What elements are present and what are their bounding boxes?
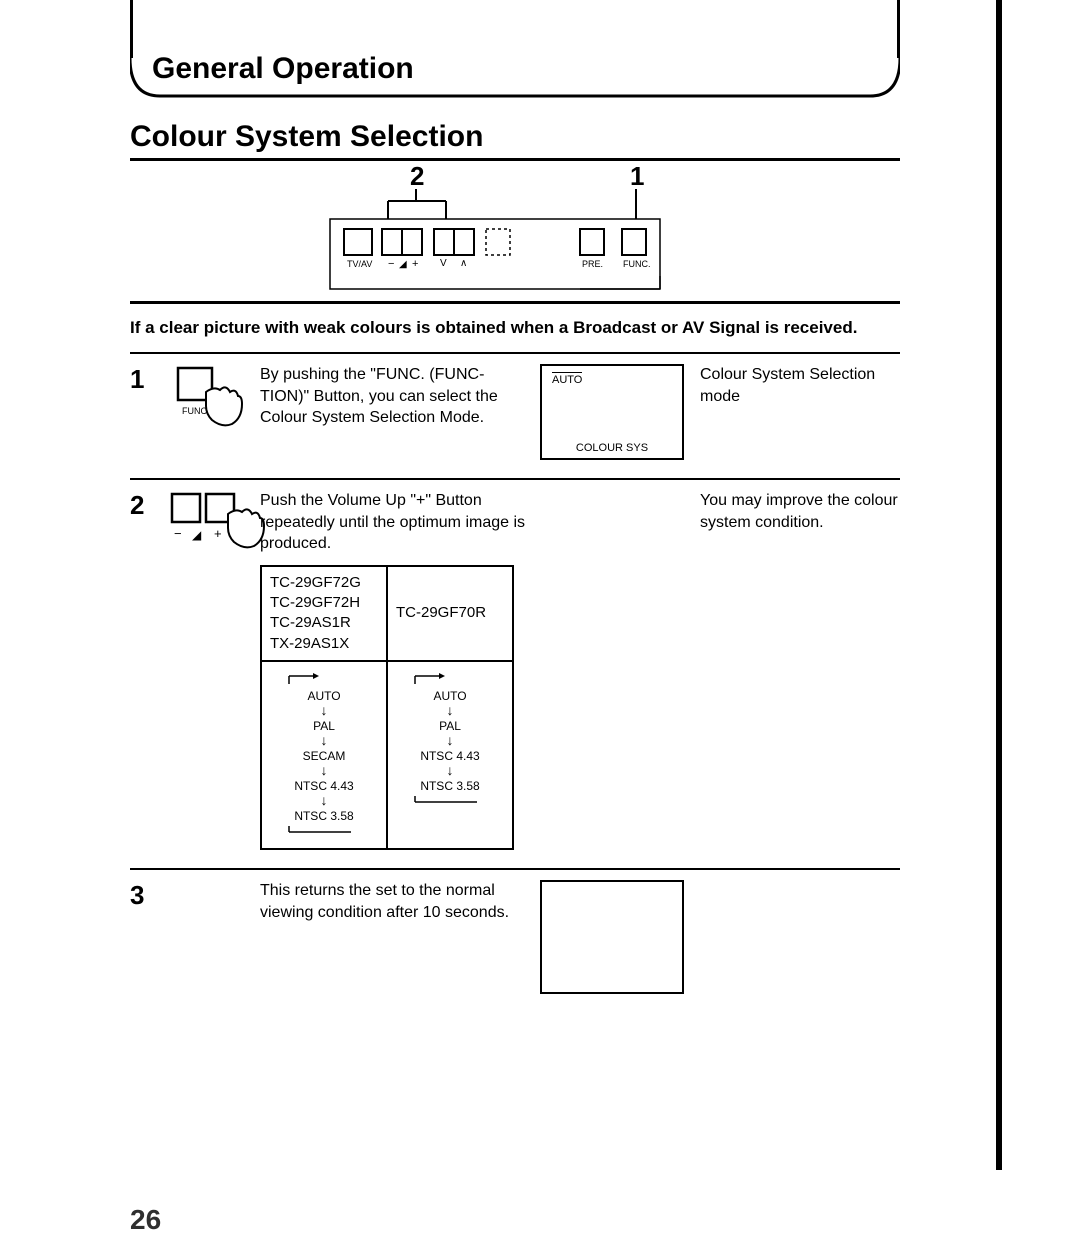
arrow-down-icon: ↓: [392, 766, 508, 776]
screen-top-label: AUTO: [552, 372, 582, 386]
step-2-number: 2: [130, 490, 170, 521]
header-title: General Operation: [152, 52, 414, 86]
svg-text:+: +: [214, 526, 222, 541]
svg-text:−: −: [174, 526, 182, 541]
section-subtitle: Colour System Selection: [130, 120, 900, 161]
panel-label-minus: −: [388, 258, 394, 270]
step-2-body: Push the Volume Up "+" Button repeatedly…: [260, 490, 530, 850]
control-panel-svg: [130, 161, 900, 301]
flow-left: AUTO ↓ PAL ↓ SECAM ↓ NTSC 4.43 ↓ NTSC 3.…: [262, 662, 388, 848]
step-3-icon: [170, 880, 260, 994]
step-3-body: This returns the set to the normal viewi…: [260, 880, 530, 994]
step-2-body-text: Push the Volume Up "+" Button repeatedly…: [260, 490, 530, 555]
step-2-note: You may improve the colour system condit…: [700, 490, 900, 533]
flow-r-3: NTSC 3.58: [392, 778, 508, 794]
step-3-screen: [530, 880, 700, 994]
step-1-note: Colour System Selection mode: [700, 364, 900, 460]
vol-buttons-press-icon: − ◢ +: [170, 490, 270, 560]
flow-right: AUTO ↓ PAL ↓ NTSC 4.43 ↓ NTSC 3.58: [388, 662, 512, 848]
blank-screen-box: [540, 880, 684, 994]
model-left-3: TX-29AS1X: [270, 634, 378, 654]
flow-l-4: NTSC 3.58: [266, 808, 382, 824]
step-1-body: By pushing the "FUNC. (FUNC-TION)" Butto…: [260, 364, 530, 460]
panel-vol-symbol: ◢: [399, 259, 407, 270]
flow-right-top-connector: [395, 670, 505, 686]
panel-label-caret: ∧: [460, 258, 467, 269]
step-1-screen: AUTO COLOUR SYS: [530, 364, 700, 460]
step-1: 1 FUNC. By pushing the "FUNC. (FUNC-TION…: [130, 354, 900, 478]
screen-colour-sys: AUTO COLOUR SYS: [540, 364, 684, 460]
svg-text:◢: ◢: [192, 528, 202, 542]
step-1-number: 1: [130, 364, 170, 460]
panel-label-pre: PRE.: [582, 259, 603, 269]
model-col-left: TC-29GF72G TC-29GF72H TC-29AS1R TX-29AS1…: [262, 567, 388, 660]
step-3-number: 3: [130, 880, 170, 994]
page: General Operation Colour System Selectio…: [0, 0, 1080, 1240]
flow-left-bottom-connector: [269, 826, 379, 836]
model-table: TC-29GF72G TC-29GF72H TC-29AS1R TX-29AS1…: [260, 565, 514, 662]
intro-text: If a clear picture with weak colours is …: [130, 304, 900, 352]
func-button-press-icon: FUNC.: [170, 364, 250, 434]
model-left-2: TC-29AS1R: [270, 613, 378, 633]
step-1-icon: FUNC.: [170, 364, 260, 460]
arrow-down-icon: ↓: [392, 736, 508, 746]
step-2-icon: − ◢ +: [170, 490, 260, 565]
step-2: 2 − ◢ + Push the Volume Up "+" Button re…: [130, 480, 900, 868]
panel-label-v: V: [440, 258, 447, 269]
model-col-right: TC-29GF70R: [388, 567, 512, 660]
content-column: General Operation Colour System Selectio…: [130, 0, 900, 1012]
flow-left-top-connector: [269, 670, 379, 686]
panel-label-plus: +: [412, 258, 418, 270]
model-left-1: TC-29GF72H: [270, 593, 378, 613]
step-3: 3 This returns the set to the normal vie…: [130, 870, 900, 1012]
right-margin-rule: [996, 0, 1002, 1170]
control-panel-diagram: 2 1: [130, 161, 900, 304]
flow-row: AUTO ↓ PAL ↓ SECAM ↓ NTSC 4.43 ↓ NTSC 3.…: [260, 662, 514, 850]
flow-right-bottom-connector: [395, 796, 505, 806]
panel-label-tvav: TV/AV: [347, 259, 372, 269]
arrow-down-icon: ↓: [266, 766, 382, 776]
header-frame: General Operation: [130, 0, 900, 100]
arrow-down-icon: ↓: [266, 706, 382, 716]
step-3-note: [700, 880, 900, 994]
arrow-down-icon: ↓: [266, 736, 382, 746]
model-left-0: TC-29GF72G: [270, 573, 378, 593]
panel-label-func: FUNC.: [623, 259, 651, 269]
arrow-down-icon: ↓: [392, 706, 508, 716]
page-number: 26: [130, 1204, 161, 1236]
arrow-down-icon: ↓: [266, 796, 382, 806]
screen-bottom-label: COLOUR SYS: [542, 442, 682, 454]
